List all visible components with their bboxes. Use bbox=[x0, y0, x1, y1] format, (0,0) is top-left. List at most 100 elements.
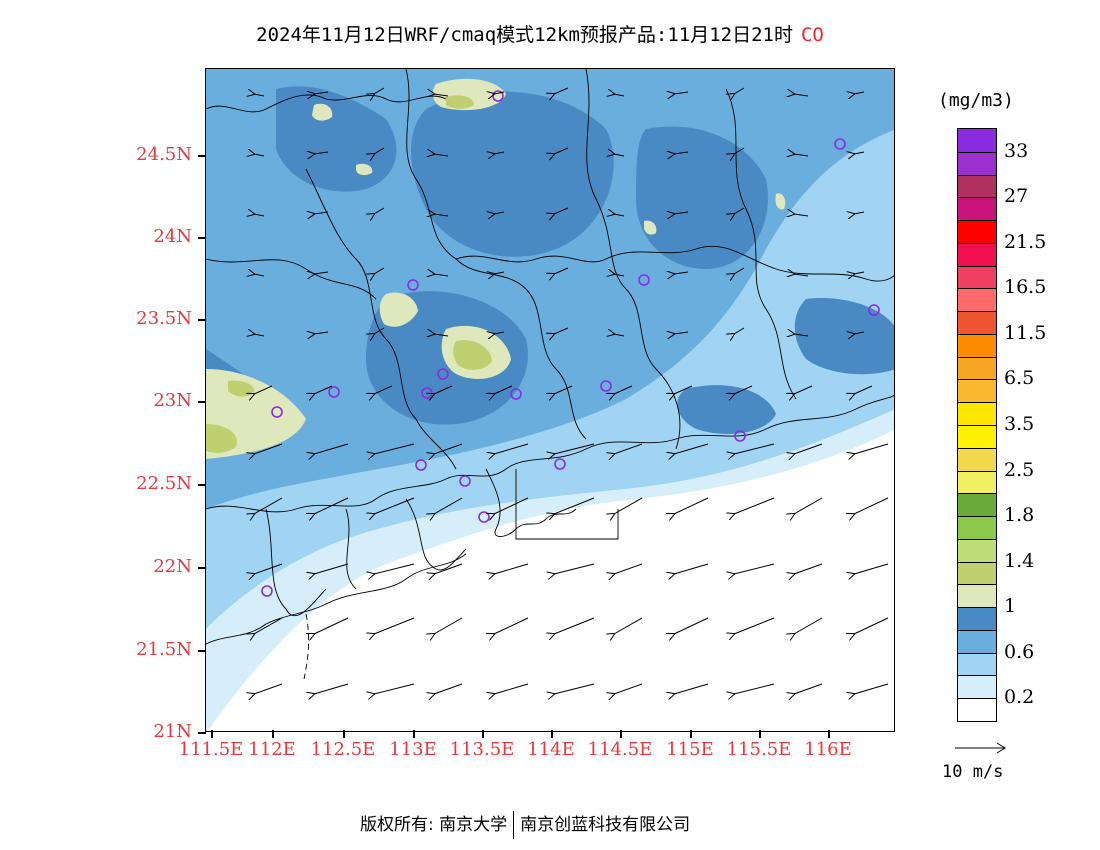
wind-arrow bbox=[734, 267, 745, 274]
legend-color-bin bbox=[958, 629, 996, 653]
wind-arrow bbox=[854, 92, 865, 94]
x-tick-label: 115E bbox=[666, 739, 714, 760]
field-1.4-j bbox=[356, 163, 373, 176]
x-tick-mark bbox=[690, 730, 692, 738]
wind-arrow bbox=[794, 94, 809, 96]
wind-arrow bbox=[614, 443, 643, 454]
x-tick-mark bbox=[620, 730, 622, 738]
forecast-map[interactable] bbox=[205, 68, 895, 732]
wind-arrow bbox=[374, 683, 415, 694]
wind-arrow bbox=[374, 267, 385, 274]
legend-label: 27 bbox=[1004, 185, 1029, 208]
wind-arrow bbox=[674, 92, 689, 94]
x-tick-mark bbox=[272, 730, 274, 738]
wind-arrow bbox=[734, 443, 775, 454]
x-tick-mark bbox=[343, 730, 345, 738]
copyright-text: 版权所有: 南京大学 bbox=[360, 815, 508, 835]
wind-arrow bbox=[494, 212, 505, 214]
field-1.4-d bbox=[379, 292, 418, 327]
wind-arrow bbox=[614, 214, 625, 216]
wind-arrow bbox=[374, 617, 415, 634]
wind-arrow bbox=[674, 272, 689, 274]
wind-arrow bbox=[434, 334, 449, 336]
wind-arrow bbox=[494, 152, 505, 154]
wind-arrow bbox=[614, 274, 625, 276]
x-tick-mark bbox=[828, 730, 830, 738]
wind-arrow bbox=[674, 443, 709, 454]
wind-arrow bbox=[674, 497, 709, 514]
x-tick-label: 113.5E bbox=[449, 739, 515, 760]
wind-arrow bbox=[554, 267, 569, 274]
legend-color-bin bbox=[958, 151, 996, 175]
legend-color-bin bbox=[958, 561, 996, 585]
wind-arrow bbox=[854, 385, 873, 394]
legend-label: 3.5 bbox=[1004, 413, 1035, 435]
wind-arrow bbox=[434, 617, 463, 634]
color-scale bbox=[957, 128, 997, 722]
wind-arrow bbox=[854, 272, 865, 274]
x-tick-mark bbox=[759, 730, 761, 738]
wind-arrow bbox=[314, 152, 329, 154]
x-tick-mark bbox=[211, 730, 213, 738]
wind-arrow bbox=[314, 443, 349, 454]
x-tick-mark bbox=[551, 730, 553, 738]
wind-arrow bbox=[494, 683, 529, 694]
species-label: CO bbox=[800, 24, 824, 46]
concentration-fields bbox=[206, 69, 894, 731]
wind-arrow bbox=[734, 207, 745, 214]
wind-arrow bbox=[374, 327, 385, 334]
wind-arrow bbox=[254, 385, 273, 394]
wind-arrow bbox=[554, 443, 595, 454]
wind-arrow bbox=[614, 334, 625, 336]
wind-arrow bbox=[674, 563, 709, 574]
wind-arrow bbox=[494, 497, 529, 514]
x-tick-label: 112.5E bbox=[310, 739, 376, 760]
wind-arrow bbox=[434, 563, 463, 574]
wind-arrow bbox=[794, 385, 813, 394]
x-tick-label: 115.5E bbox=[726, 739, 792, 760]
wind-arrow bbox=[554, 147, 569, 154]
wind-arrow bbox=[434, 497, 463, 514]
wind-arrow bbox=[494, 92, 505, 94]
wind-arrow bbox=[854, 332, 865, 334]
y-tick-mark bbox=[198, 319, 206, 321]
wind-arrow bbox=[374, 563, 415, 574]
wind-arrow bbox=[374, 87, 385, 94]
wind-arrow bbox=[254, 443, 283, 454]
wind-arrow bbox=[494, 617, 529, 634]
legend-color-bin bbox=[958, 242, 996, 266]
wind-arrow bbox=[254, 94, 265, 96]
wind-arrow bbox=[314, 617, 349, 634]
wind-arrow bbox=[554, 87, 569, 94]
wind-arrow bbox=[494, 385, 513, 394]
wind-arrow bbox=[254, 563, 283, 574]
x-tick-label: 112E bbox=[248, 739, 296, 760]
wind-arrow bbox=[314, 563, 349, 574]
wind-arrow bbox=[314, 332, 329, 334]
wind-arrow bbox=[314, 385, 333, 394]
wind-arrow bbox=[854, 212, 865, 214]
y-tick-label: 23N bbox=[153, 390, 192, 411]
legend-color-bin bbox=[958, 607, 996, 630]
wind-arrow bbox=[554, 563, 595, 574]
legend-color-bin bbox=[958, 447, 996, 471]
wind-arrow bbox=[734, 327, 745, 334]
wind-arrow bbox=[854, 563, 889, 574]
y-tick-mark bbox=[198, 732, 206, 734]
wind-arrow bbox=[734, 563, 775, 574]
wind-arrow bbox=[794, 214, 809, 216]
wind-arrow bbox=[374, 443, 415, 454]
wind-arrow bbox=[434, 154, 449, 156]
y-tick-label: 21.5N bbox=[136, 639, 192, 660]
wind-arrow bbox=[254, 617, 283, 634]
legend-label: 33 bbox=[1004, 139, 1029, 162]
wind-arrow bbox=[674, 617, 709, 634]
footer-credits: 版权所有: 南京大学 南京创蓝科技有限公司 bbox=[360, 810, 690, 839]
legend-label: 0.6 bbox=[1004, 640, 1035, 663]
wind-arrow bbox=[374, 207, 385, 214]
legend-color-bin bbox=[958, 197, 996, 221]
wind-arrow bbox=[614, 154, 625, 156]
wind-arrow bbox=[734, 497, 775, 514]
wind-arrow bbox=[614, 683, 643, 694]
wind-arrow bbox=[614, 94, 625, 96]
